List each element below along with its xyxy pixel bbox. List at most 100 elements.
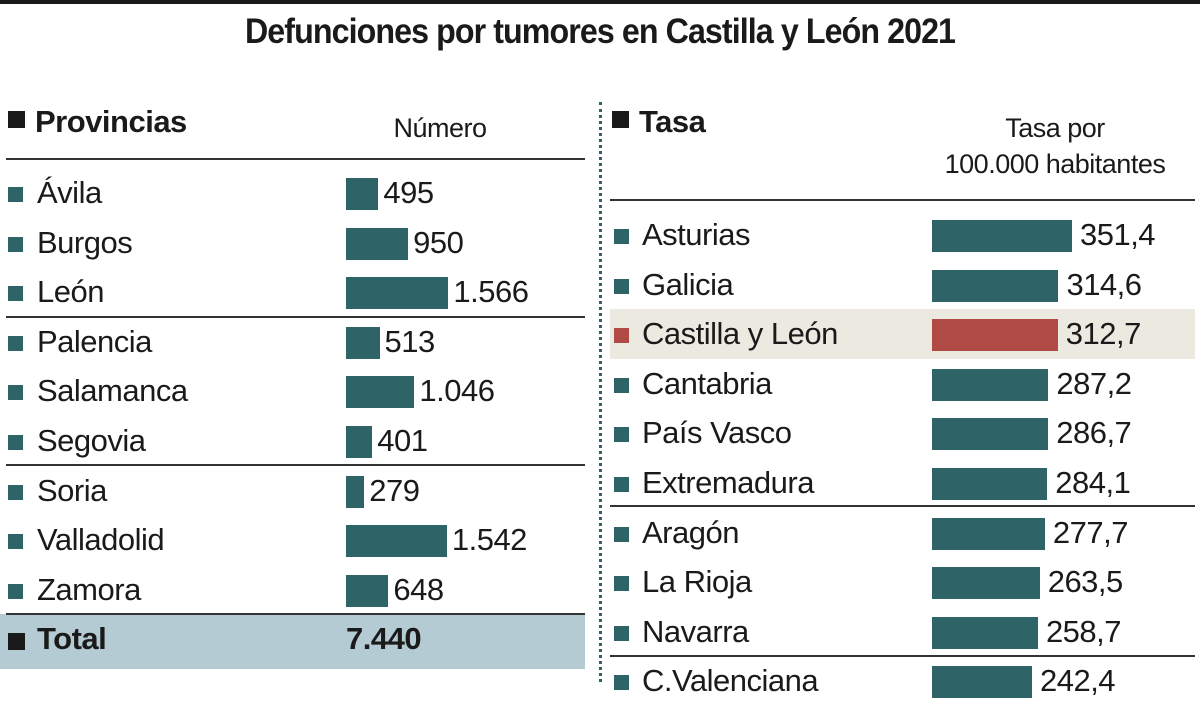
square-bullet-icon <box>8 385 23 401</box>
rate-column-header-line1: Tasa por <box>1005 113 1105 143</box>
dotted-divider <box>599 102 602 682</box>
value-label: 258,7 <box>1045 613 1122 649</box>
row-label: Navarra <box>642 613 749 649</box>
table-row: Ávila 495 <box>0 168 585 218</box>
bar <box>346 326 380 359</box>
table-row: Zamora 648 <box>0 565 585 615</box>
provinces-header-label: Provincias <box>35 104 187 139</box>
value-label: 277,7 <box>1052 514 1129 550</box>
bar <box>346 475 365 508</box>
group-rule <box>6 464 585 466</box>
value-label: 950 <box>413 224 464 260</box>
square-bullet-icon <box>612 111 629 128</box>
bar <box>346 277 449 310</box>
value-label: 1.542 <box>451 522 528 558</box>
header-rule <box>6 158 585 160</box>
rate-header: Tasa <box>612 104 706 140</box>
square-bullet-icon <box>614 576 629 592</box>
table-row: Burgos 950 <box>0 218 585 268</box>
row-label: País Vasco <box>642 415 792 451</box>
bar <box>932 567 1040 600</box>
row-label: Galicia <box>642 266 734 302</box>
row-label: Castilla y León <box>642 316 838 352</box>
row-label: Ávila <box>37 175 102 210</box>
row-label: Zamora <box>37 571 141 607</box>
square-bullet-icon <box>8 286 23 302</box>
header-rule <box>610 199 1195 201</box>
bar <box>346 227 409 260</box>
total-row: Total 7.440 <box>0 614 585 670</box>
square-bullet-icon <box>614 328 629 344</box>
bar <box>932 517 1045 550</box>
chart-title: Defunciones por tumores en Castilla y Le… <box>244 12 956 51</box>
square-bullet-icon <box>614 278 629 294</box>
square-bullet-icon <box>8 435 23 450</box>
row-label: Burgos <box>37 224 133 260</box>
bar <box>932 269 1059 302</box>
table-row: Cantabria 287,2 <box>610 359 1195 409</box>
table-row: Valladolid 1.542 <box>0 515 585 565</box>
row-label: León <box>37 274 104 310</box>
rate-column-header-line2: 100.000 habitantes <box>944 149 1166 179</box>
rate-column-header: Tasa por 100.000 habitantes <box>910 110 1200 182</box>
value-label: 495 <box>383 175 434 210</box>
value-label: 1.046 <box>419 373 495 409</box>
value-label: 648 <box>393 571 444 607</box>
bar <box>346 178 379 210</box>
rate-header-label: Tasa <box>639 104 706 139</box>
row-label: Soria <box>37 472 107 508</box>
value-label: 314,6 <box>1066 266 1142 302</box>
bar <box>932 319 1058 352</box>
row-label: Segovia <box>37 423 146 458</box>
value-label: 401 <box>377 423 428 458</box>
square-bullet-icon <box>8 187 23 202</box>
bar <box>932 666 1032 699</box>
square-bullet-icon <box>8 236 23 252</box>
row-label: Total <box>37 621 107 657</box>
table-row: Extremadura 284,1 <box>610 458 1195 508</box>
row-label: Aragón <box>642 514 739 550</box>
value-label: 263,5 <box>1047 564 1124 600</box>
table-row: Navarra 258,7 <box>610 607 1195 657</box>
square-bullet-icon <box>8 534 23 550</box>
row-label: La Rioja <box>642 564 752 600</box>
row-label: Extremadura <box>642 465 814 500</box>
group-rule <box>6 316 585 318</box>
row-label: Cantabria <box>642 365 772 401</box>
bar <box>932 220 1072 252</box>
square-bullet-icon <box>614 377 629 393</box>
row-label: Asturias <box>642 217 750 252</box>
table-row: Asturias 351,4 <box>610 210 1195 260</box>
bar <box>346 376 415 409</box>
total-value: 7.440 <box>346 621 422 657</box>
table-row: Galicia 314,6 <box>610 260 1195 310</box>
value-label: 279 <box>369 472 420 508</box>
value-label: 513 <box>384 323 436 359</box>
number-column-header: Número <box>393 113 487 143</box>
group-rule <box>610 505 1195 507</box>
value-label: 312,7 <box>1065 316 1142 352</box>
value-label: 242,4 <box>1039 663 1116 699</box>
square-bullet-icon <box>614 625 629 641</box>
square-bullet-icon <box>8 484 23 500</box>
bar <box>346 525 447 558</box>
table-row: La Rioja 263,5 <box>610 557 1195 607</box>
table-row: Aragón 277,7 <box>610 508 1195 558</box>
top-rule <box>0 0 1200 4</box>
row-label: Valladolid <box>37 522 165 558</box>
bar <box>932 418 1049 451</box>
table-row: León 1.566 <box>0 267 585 317</box>
row-label: Salamanca <box>37 373 188 409</box>
bar <box>932 368 1049 401</box>
value-label: 284,1 <box>1055 465 1131 500</box>
provinces-header: Provincias <box>8 104 187 140</box>
square-bullet-icon <box>614 229 629 244</box>
table-row: Palencia 513 <box>0 317 585 367</box>
square-bullet-icon <box>8 111 25 128</box>
value-label: 287,2 <box>1056 365 1132 401</box>
square-bullet-icon <box>8 335 23 351</box>
value-label: 1.566 <box>453 274 529 310</box>
group-rule <box>6 613 585 615</box>
highlight-row: Castilla y León 312,7 <box>610 309 1195 360</box>
table-row: C.Valenciana 242,4 <box>610 656 1195 706</box>
